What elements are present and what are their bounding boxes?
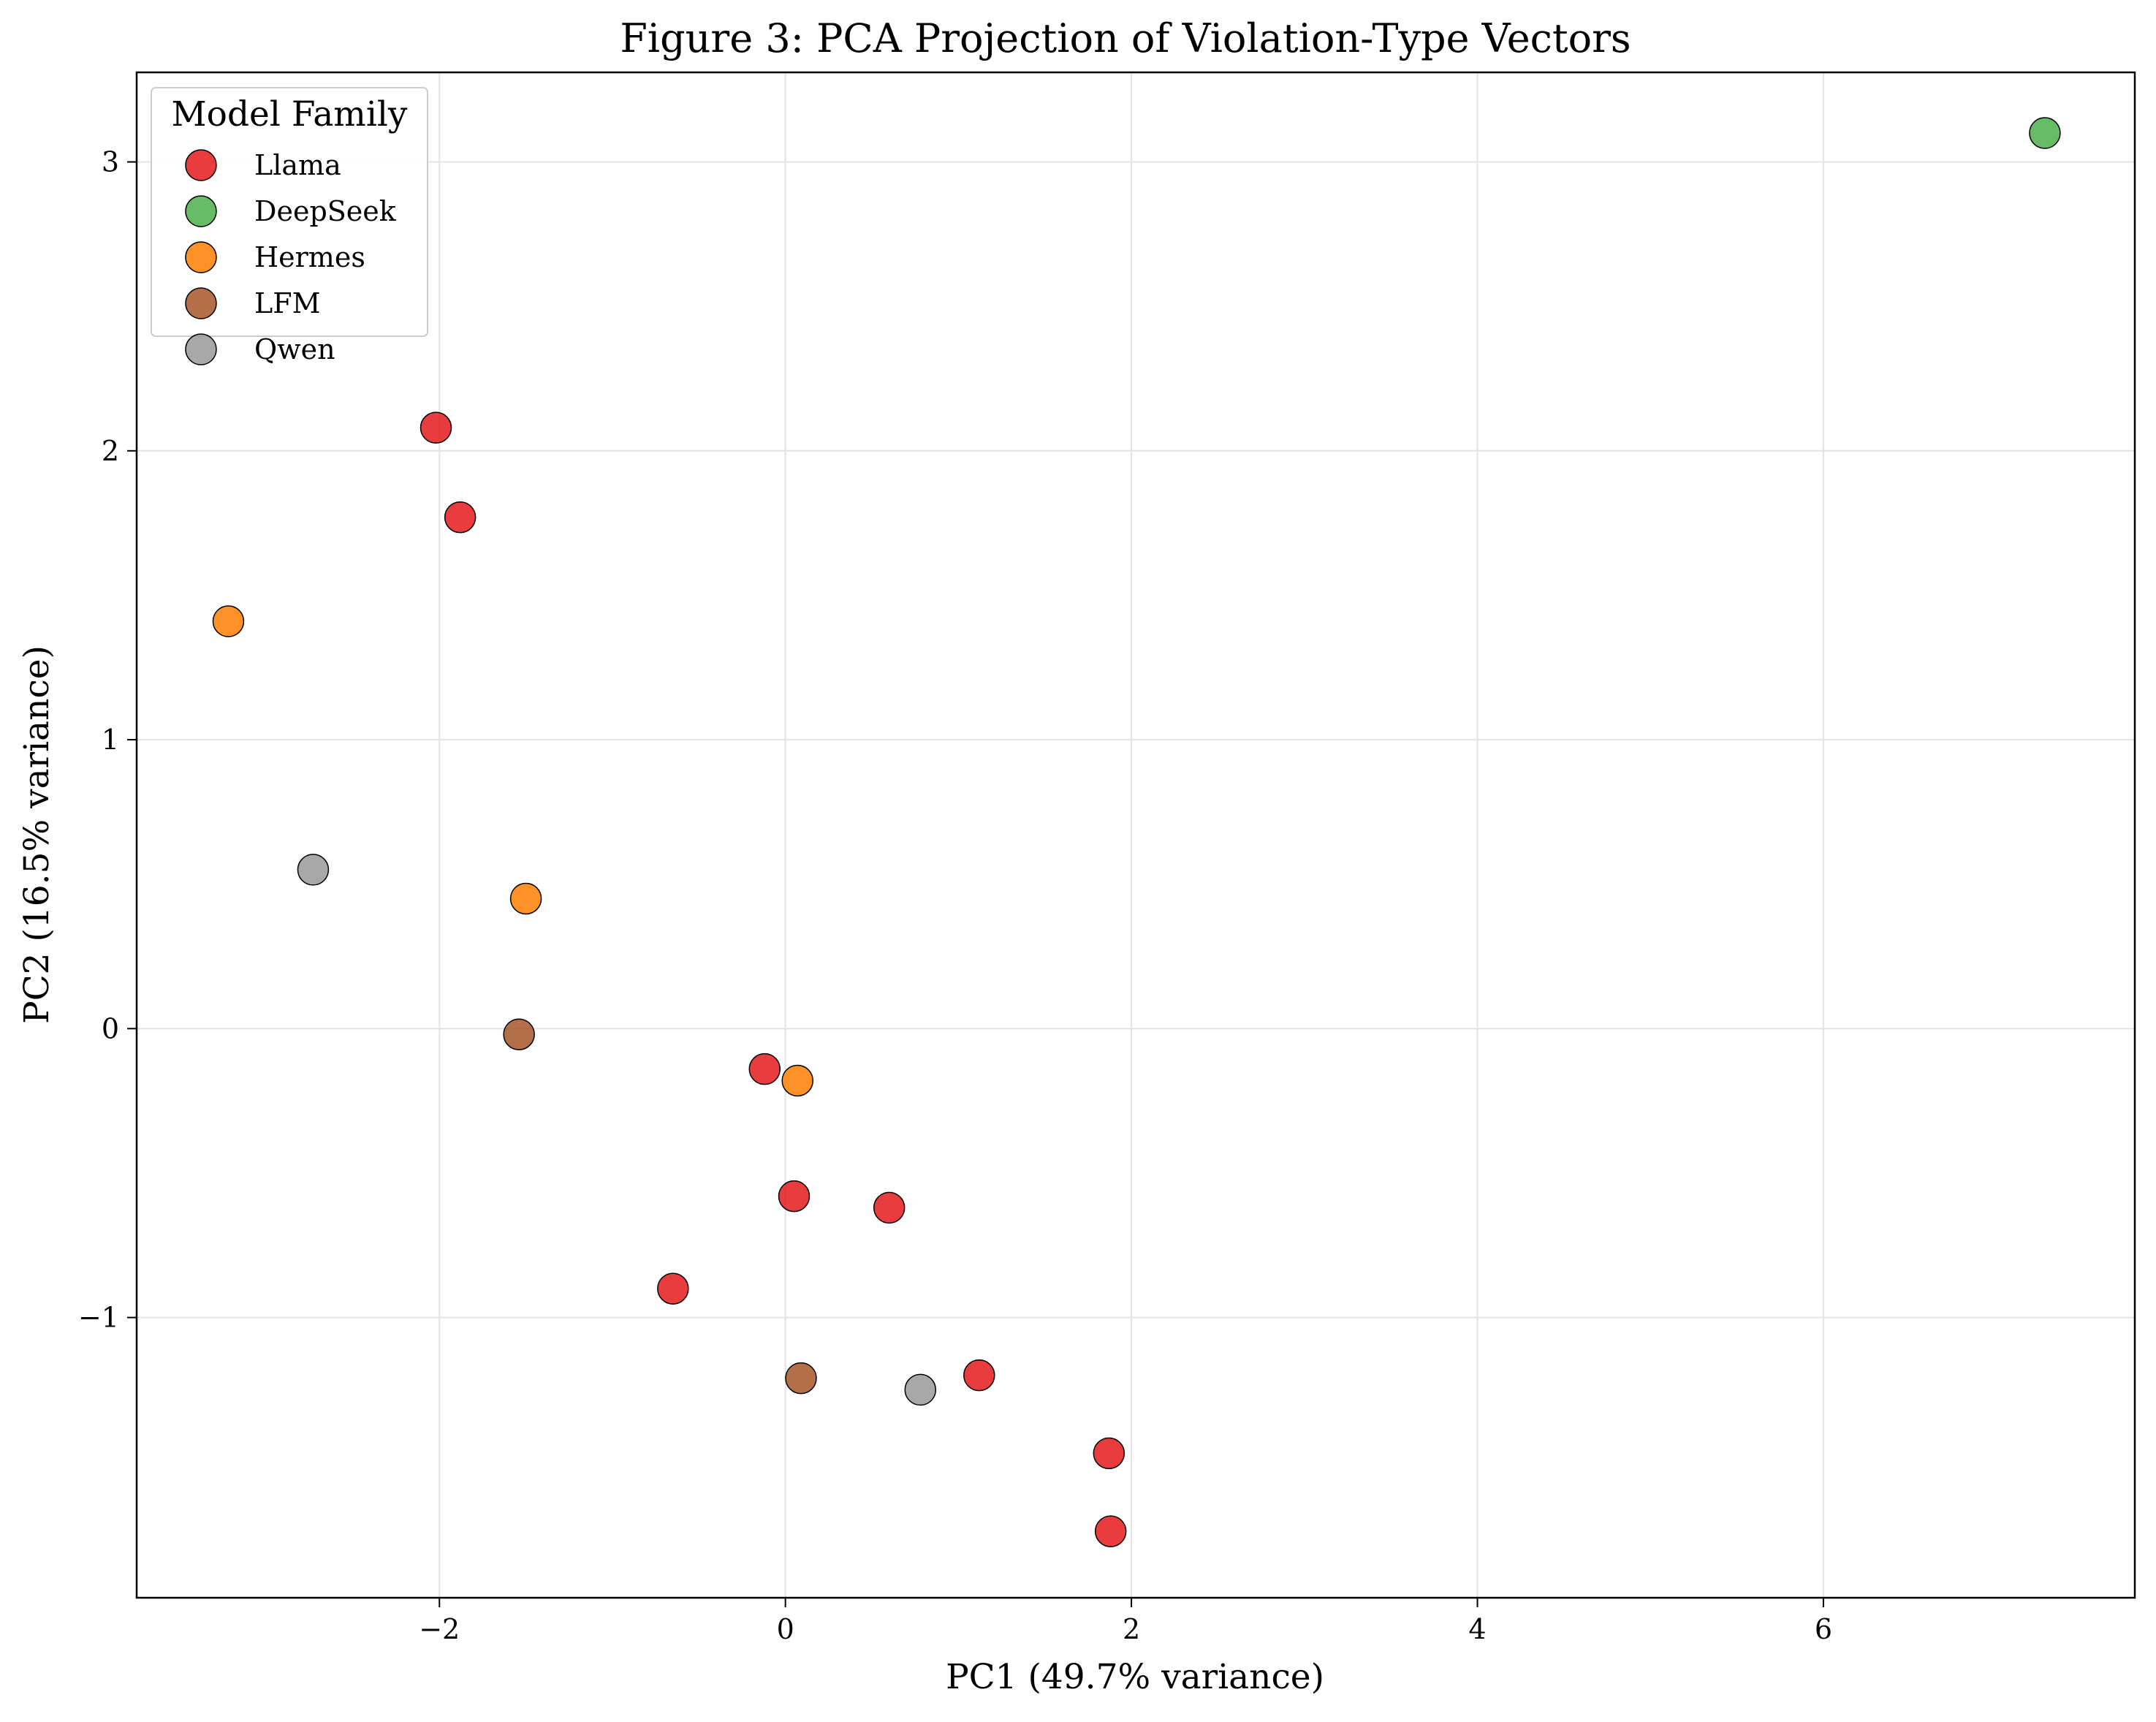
data-point-lfm [503,1018,535,1050]
legend-label-lfm: LFM [254,287,321,319]
data-point-qwen [297,854,330,886]
data-point-llama [657,1272,689,1305]
x-tick-label: 6 [1815,1613,1832,1645]
data-points [212,117,2061,1547]
data-point-llama [873,1191,906,1224]
legend-marker-llama [185,149,217,181]
y-tick-label: 2 [102,435,119,467]
data-point-deepseek [2029,117,2061,149]
x-tick-label: 4 [1468,1613,1486,1645]
grid [137,72,2135,1598]
data-point-hermes [212,605,245,637]
x-tick-label: −2 [419,1613,460,1645]
legend-marker-qwen [185,333,217,365]
chart-title: Figure 3: PCA Projection of Violation-Ty… [620,15,1631,61]
y-tick-label: 1 [102,724,119,756]
data-point-llama [748,1052,781,1085]
y-tick-label: 3 [102,146,119,178]
x-axis-label: PC1 (49.7% variance) [946,1657,1324,1697]
data-point-qwen [904,1373,937,1406]
legend-box [151,87,428,337]
y-axis-label: PC2 (16.5% variance) [17,645,57,1024]
data-point-hermes [509,882,542,915]
data-point-llama [963,1359,995,1392]
x-tick-label: 2 [1123,1613,1140,1645]
data-point-lfm [785,1362,817,1395]
plot-area-frame [135,71,2136,1599]
legend-label-llama: Llama [254,149,341,181]
y-tick-label: 0 [102,1012,119,1044]
legend-label-hermes: Hermes [254,241,365,273]
axis-ticks: −2 0 2 4 6 −1 0 1 2 3 [78,146,1832,1645]
y-tick-label: −1 [78,1302,119,1334]
legend-marker-lfm [185,287,217,319]
data-point-llama [1094,1515,1127,1547]
legend-marker-hermes [185,241,217,273]
data-point-llama [1093,1437,1126,1470]
legend-marker-deepseek [185,195,217,227]
legend: Model Family Llama DeepSeek Hermes LFM Qwen [151,87,428,365]
legend-label-deepseek: DeepSeek [254,195,397,227]
legend-label-qwen: Qwen [254,333,335,365]
legend-title: Model Family [172,94,408,134]
data-point-llama [778,1180,811,1213]
data-point-hermes [781,1064,813,1097]
data-point-llama [420,411,452,444]
x-tick-label: 0 [777,1613,794,1645]
data-point-llama [444,501,477,534]
